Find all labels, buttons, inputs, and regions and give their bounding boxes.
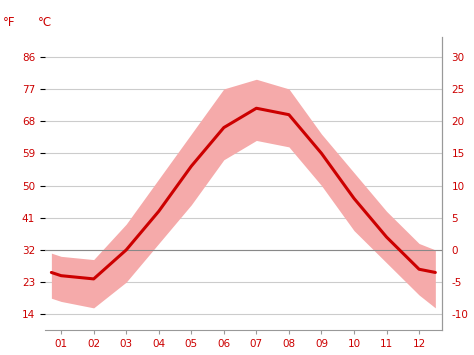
Text: °C: °C — [38, 16, 52, 29]
Text: °F: °F — [3, 16, 15, 29]
